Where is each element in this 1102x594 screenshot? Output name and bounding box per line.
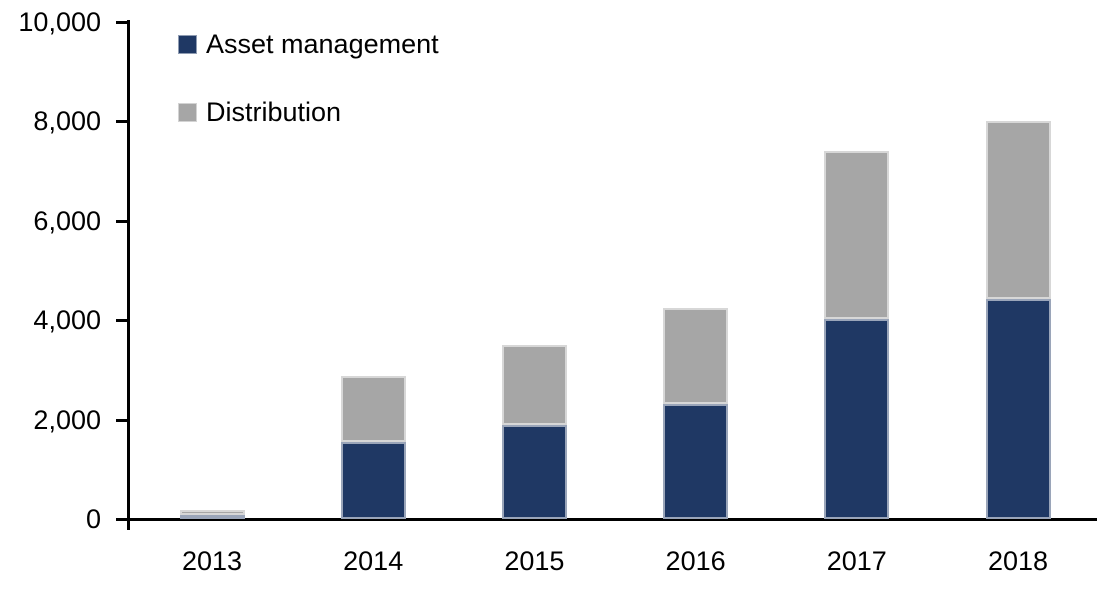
y-axis-label-0: 0 [85, 504, 101, 534]
y-axis-tick-2000 [116, 418, 127, 422]
bar-2015-distribution [501, 345, 567, 425]
y-axis-tick-10000 [116, 21, 127, 24]
x-axis-label-2015: 2015 [504, 546, 565, 576]
bar-2018-distribution [985, 121, 1051, 299]
bar-2016-distribution [663, 307, 729, 405]
legend-swatch-asset-management-icon [178, 34, 197, 54]
y-axis-tick-4000 [116, 319, 127, 323]
y-axis-tick-0 [116, 518, 127, 521]
legend-swatch-distribution-icon [178, 102, 197, 122]
legend-label-distribution: Distribution [206, 97, 342, 127]
bar-2017-asset-management [824, 318, 890, 519]
bar-2014-distribution [340, 376, 406, 442]
bar-2018-asset-management [985, 298, 1051, 519]
x-axis-label-2017: 2017 [826, 546, 887, 576]
bar-2013-asset-management [179, 514, 245, 519]
y-axis-label-10000: 10,000 [18, 7, 101, 37]
legend-item-asset-management: Asset management [178, 30, 439, 58]
y-axis-label-8000: 8,000 [33, 106, 101, 137]
y-axis-tick-8000 [116, 120, 127, 124]
y-axis-label-2000: 2,000 [33, 404, 101, 435]
bar-2015-asset-management [501, 424, 567, 519]
x-axis-label-2016: 2016 [665, 546, 726, 576]
x-axis-label-2013: 2013 [181, 546, 243, 576]
y-axis-label-6000: 6,000 [33, 205, 101, 236]
x-axis-label-2018: 2018 [987, 546, 1049, 576]
legend-label-asset-management: Asset management [206, 29, 439, 59]
bar-2016-asset-management [663, 404, 729, 519]
legend-item-distribution: Distribution [178, 98, 341, 126]
bar-2017-distribution [824, 151, 890, 319]
y-axis-line [127, 20, 130, 530]
bar-2013-distribution [179, 509, 245, 515]
x-axis-line [127, 518, 1097, 521]
y-axis-tick-6000 [116, 219, 127, 223]
x-axis-label-2014: 2014 [343, 546, 404, 576]
bar-2014-asset-management [340, 441, 406, 519]
y-axis-label-4000: 4,000 [33, 305, 101, 336]
